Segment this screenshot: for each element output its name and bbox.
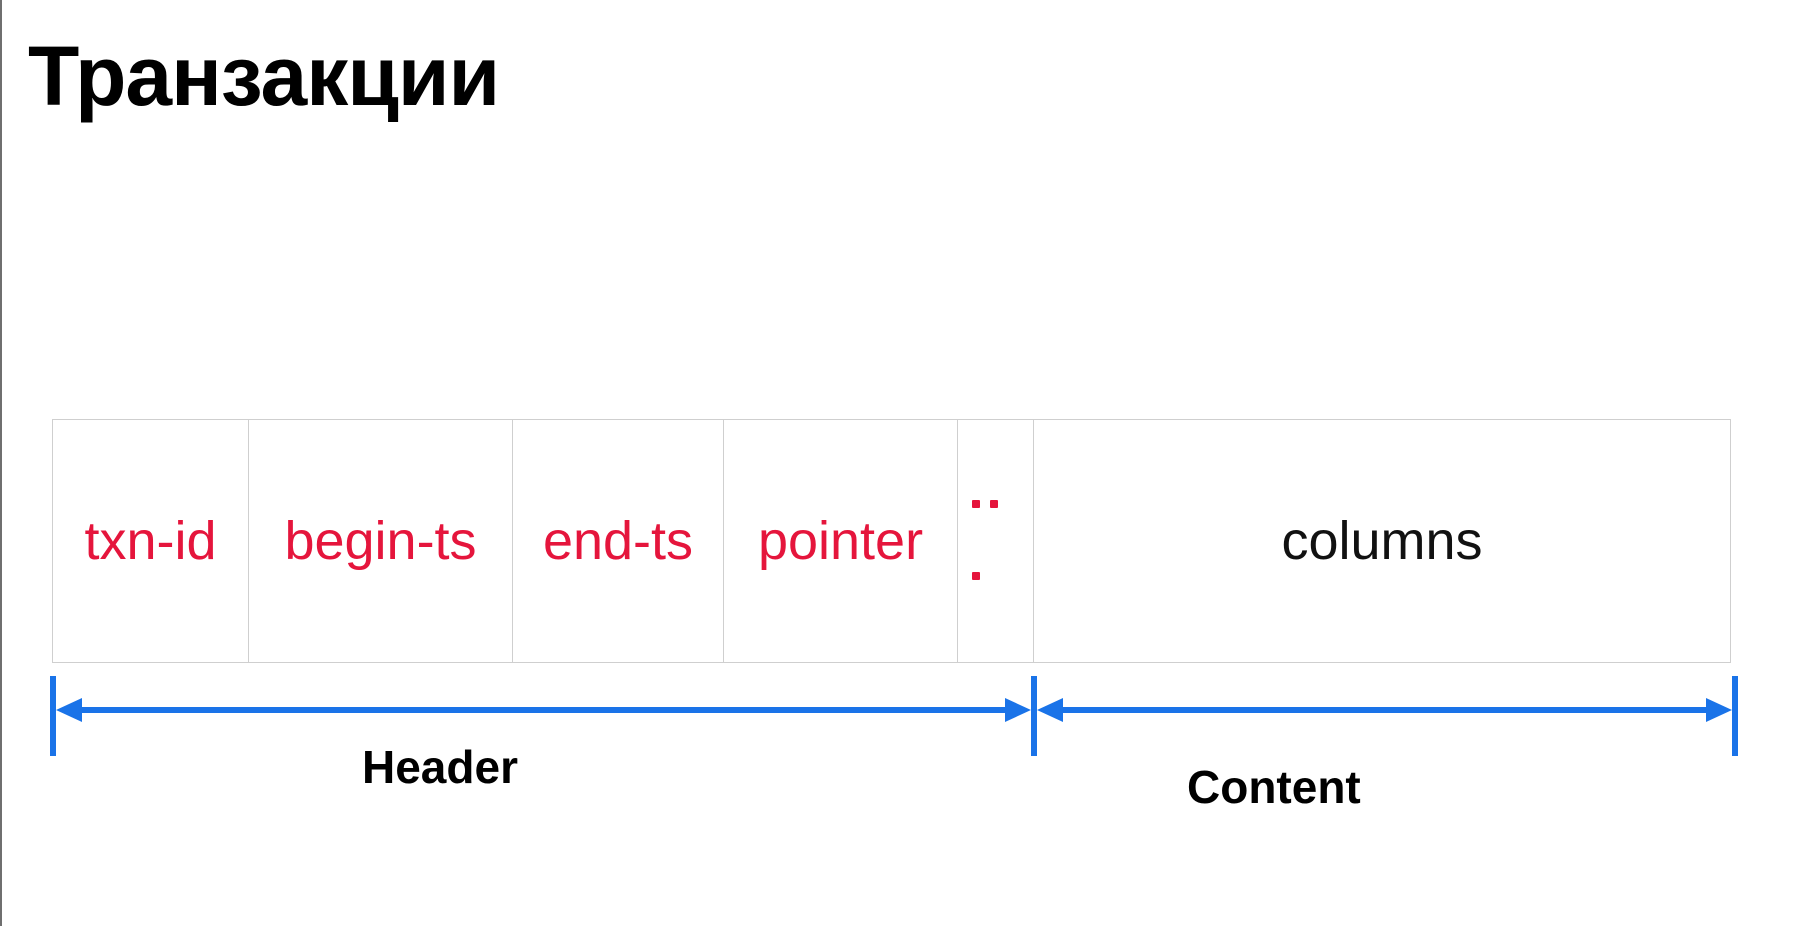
record-layout: txn-id begin-ts end-ts pointer columns — [52, 419, 1731, 663]
header-right-arrowhead — [1005, 698, 1031, 722]
header-left-arrowhead — [56, 698, 82, 722]
ellipsis-dots — [972, 500, 1002, 590]
header-span-label: Header — [362, 741, 518, 793]
page-title: Транзакции — [28, 29, 500, 123]
field-txn-id: txn-id — [53, 420, 249, 662]
ellipsis-dot — [990, 500, 998, 508]
field-end-ts: end-ts — [513, 420, 724, 662]
ellipsis-dot — [972, 500, 980, 508]
field-ellipsis — [958, 420, 1034, 662]
field-begin-ts: begin-ts — [249, 420, 513, 662]
content-span-label: Content — [1187, 761, 1361, 813]
field-columns: columns — [1281, 511, 1483, 571]
content-left-arrowhead — [1037, 698, 1063, 722]
content-right-arrowhead — [1706, 698, 1732, 722]
field-pointer: pointer — [724, 420, 958, 662]
ellipsis-dot — [972, 572, 980, 580]
